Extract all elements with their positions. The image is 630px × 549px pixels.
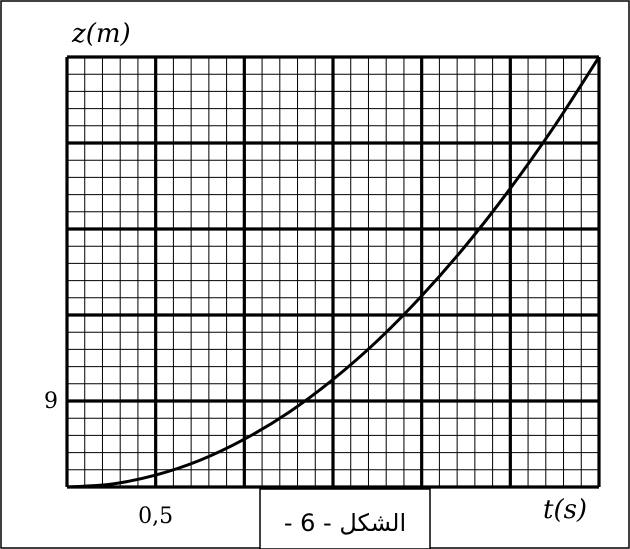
y-tick-label: 9 bbox=[44, 389, 58, 414]
y-axis-label: z(m) bbox=[71, 19, 131, 49]
series-line-0 bbox=[66, 56, 601, 489]
figure-caption: الشكل - 6 - bbox=[284, 509, 406, 537]
caption-box: الشكل - 6 - bbox=[259, 488, 431, 549]
plot-area bbox=[66, 56, 601, 489]
x-tick-labels: 0,5 bbox=[138, 504, 173, 529]
y-tick-labels: 9 bbox=[44, 389, 58, 414]
major-grid bbox=[65, 55, 601, 489]
x-axis-label: t(s) bbox=[543, 495, 587, 525]
x-tick-label: 0,5 bbox=[138, 504, 173, 529]
